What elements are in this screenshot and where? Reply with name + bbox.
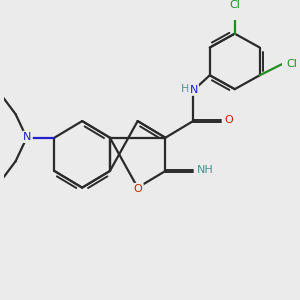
Text: NH: NH: [197, 165, 214, 175]
Text: Cl: Cl: [229, 0, 240, 11]
Text: Cl: Cl: [286, 59, 297, 69]
Text: N: N: [190, 85, 198, 95]
Text: O: O: [134, 184, 142, 194]
Text: H: H: [181, 84, 189, 94]
Text: O: O: [224, 115, 233, 125]
Text: N: N: [23, 132, 32, 142]
